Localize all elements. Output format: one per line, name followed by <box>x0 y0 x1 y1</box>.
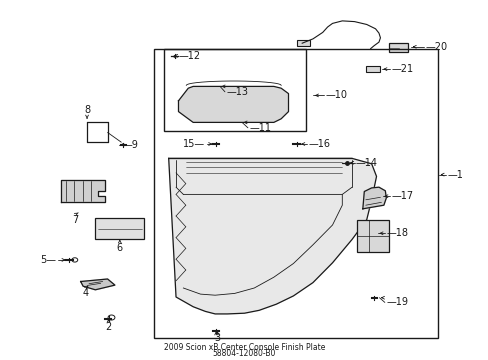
Text: —11: —11 <box>249 123 271 133</box>
Polygon shape <box>362 187 386 209</box>
Polygon shape <box>81 279 115 290</box>
Text: —14: —14 <box>355 158 377 168</box>
Text: —9: —9 <box>122 140 138 150</box>
Text: 7: 7 <box>73 215 79 225</box>
Text: 4: 4 <box>82 288 88 298</box>
Polygon shape <box>61 180 105 202</box>
Bar <box>154 49 437 338</box>
Bar <box>163 49 305 131</box>
Bar <box>95 218 144 239</box>
Polygon shape <box>178 86 288 122</box>
Polygon shape <box>168 158 376 314</box>
Text: —18: —18 <box>386 228 407 238</box>
Bar <box>297 40 309 46</box>
Text: —1: —1 <box>447 170 462 180</box>
Text: 2: 2 <box>105 321 111 332</box>
Bar <box>388 43 407 52</box>
Text: 58804-12080-B0: 58804-12080-B0 <box>212 349 276 358</box>
Text: —21: —21 <box>390 64 412 74</box>
Text: 3: 3 <box>214 333 220 343</box>
Text: 15—: 15— <box>183 139 205 149</box>
Text: —12: —12 <box>178 51 200 61</box>
Text: —17: —17 <box>390 191 412 201</box>
Bar <box>365 66 380 72</box>
Bar <box>356 220 388 252</box>
Text: 8: 8 <box>84 105 90 115</box>
Text: 2009 Scion xB Center Console Finish Plate: 2009 Scion xB Center Console Finish Plat… <box>163 343 325 352</box>
Text: —20: —20 <box>425 42 447 52</box>
Text: —19: —19 <box>386 297 407 307</box>
Text: —13: —13 <box>226 87 248 97</box>
Text: 5—: 5— <box>40 255 56 265</box>
Text: 6: 6 <box>117 243 122 253</box>
Text: —16: —16 <box>307 139 329 149</box>
Text: —10: —10 <box>325 90 346 100</box>
